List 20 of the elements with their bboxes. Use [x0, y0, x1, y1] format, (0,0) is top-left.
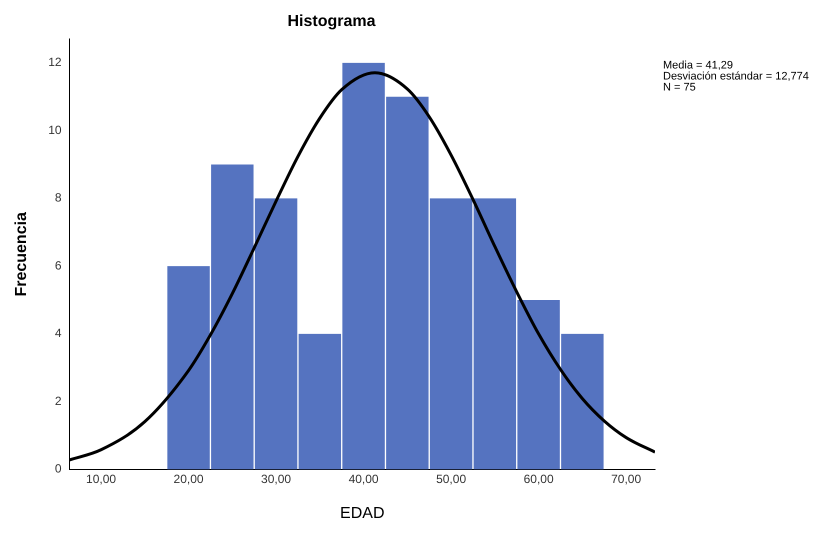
x-tick-label: 10,00 — [86, 472, 116, 486]
x-tick-label: 70,00 — [611, 472, 642, 486]
x-tick-label: 60,00 — [524, 472, 554, 486]
x-tick-label: 30,00 — [261, 472, 292, 486]
y-axis-title: Frecuencia — [13, 212, 30, 297]
x-tick-label: 20,00 — [174, 472, 204, 486]
y-tick-label: 4 — [54, 326, 62, 340]
y-tick-label: 2 — [54, 394, 62, 408]
chart-title: Histograma — [287, 13, 376, 30]
x-tick-label: 40,00 — [348, 472, 379, 486]
x-tick-label: 50,00 — [436, 472, 466, 486]
y-tick-label: 0 — [54, 462, 62, 476]
x-axis-title: EDAD — [340, 504, 384, 522]
y-tick-label: 6 — [54, 258, 62, 272]
text: N = 75 — [663, 82, 696, 94]
text: Media = 41,29 — [663, 60, 734, 72]
text: Desviación estándar = 12,774 — [663, 70, 809, 83]
y-tick-label: 10 — [48, 122, 62, 137]
y-tick-label: 8 — [54, 190, 62, 205]
y-tick-label: 12 — [48, 55, 62, 70]
